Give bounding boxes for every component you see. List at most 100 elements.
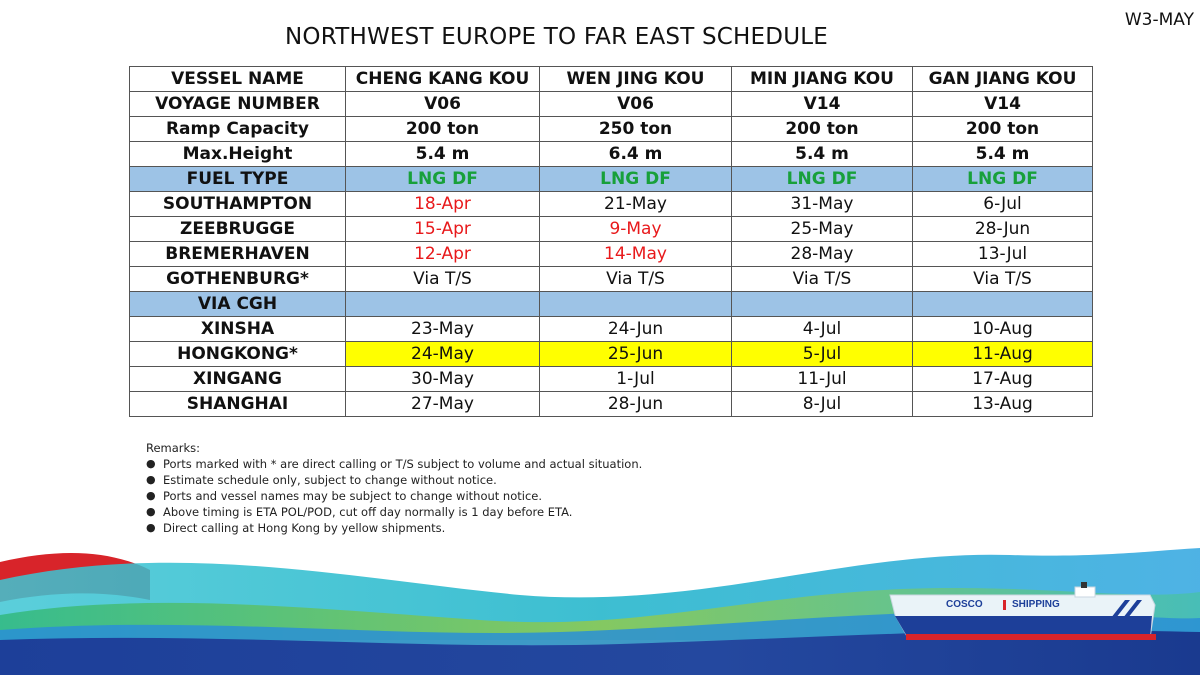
table-cell: 8-Jul (731, 391, 913, 417)
table-cell: LNG DF (731, 166, 913, 192)
remark-item: ● Above timing is ETA POL/POD, cut off da… (146, 504, 642, 520)
table-cell: 25-May (731, 216, 913, 242)
table-cell: 30-May (345, 366, 540, 392)
table-cell: 21-May (539, 191, 732, 217)
table-cell: 5.4 m (345, 141, 540, 167)
row-label-hongkong: HONGKONG* (129, 341, 346, 367)
table-cell (539, 291, 732, 317)
table-row: GOTHENBURG* Via T/S Via T/S Via T/S Via … (129, 266, 1093, 292)
bullet-icon: ● (146, 505, 156, 518)
table-cell: LNG DF (345, 166, 540, 192)
table-cell: 200 ton (731, 116, 913, 142)
table-cell: V14 (731, 91, 913, 117)
table-cell: V06 (345, 91, 540, 117)
table-cell (912, 291, 1093, 317)
table-cell: 5.4 m (912, 141, 1093, 167)
remarks-list: ● Ports marked with * are direct calling … (146, 456, 642, 536)
table-cell: Via T/S (912, 266, 1093, 292)
table-cell: 23-May (345, 316, 540, 342)
table-cell: 13-Jul (912, 241, 1093, 267)
table-cell: 13-Aug (912, 391, 1093, 417)
table-row: FUEL TYPE LNG DF LNG DF LNG DF LNG DF (129, 166, 1093, 192)
page-title: NORTHWEST EUROPE TO FAR EAST SCHEDULE (285, 24, 828, 50)
bullet-icon: ● (146, 521, 156, 534)
table-cell: 18-Apr (345, 191, 540, 217)
table-cell: GAN JIANG KOU (912, 66, 1093, 92)
ship-icon: COSCO SHIPPING (889, 582, 1156, 640)
row-label-xinsha: XINSHA (129, 316, 346, 342)
table-cell: 28-Jun (539, 391, 732, 417)
table-cell: 28-May (731, 241, 913, 267)
table-cell: 24-Jun (539, 316, 732, 342)
table-cell: 25-Jun (539, 341, 732, 367)
table-cell: 12-Apr (345, 241, 540, 267)
row-label-voyage-number: VOYAGE NUMBER (129, 91, 346, 117)
remark-item: ● Direct calling at Hong Kong by yellow s… (146, 520, 642, 536)
row-label-bremerhaven: BREMERHAVEN (129, 241, 346, 267)
row-label-southampton: SOUTHAMPTON (129, 191, 346, 217)
table-cell: Via T/S (539, 266, 732, 292)
table-cell: 27-May (345, 391, 540, 417)
week-tag: W3-MAY (1124, 10, 1194, 30)
remark-item: ● Ports and vessel names may be subject t… (146, 488, 642, 504)
bullet-icon: ● (146, 473, 156, 486)
table-cell: V06 (539, 91, 732, 117)
table-cell: 4-Jul (731, 316, 913, 342)
row-label-xingang: XINGANG (129, 366, 346, 392)
table-cell: 200 ton (912, 116, 1093, 142)
table-row: XINSHA 23-May 24-Jun 4-Jul 10-Aug (129, 316, 1093, 342)
table-row: SOUTHAMPTON 18-Apr 21-May 31-May 6-Jul (129, 191, 1093, 217)
remarks: Remarks: ● Ports marked with * are direct… (146, 440, 642, 536)
table-row: Ramp Capacity 200 ton 250 ton 200 ton 20… (129, 116, 1093, 142)
row-label-fuel-type: FUEL TYPE (129, 166, 346, 192)
wave-navy (0, 630, 1200, 675)
table-cell: 14-May (539, 241, 732, 267)
table-row: ZEEBRUGGE 15-Apr 9-May 25-May 28-Jun (129, 216, 1093, 242)
remark-text: Above timing is ETA POL/POD, cut off day… (163, 505, 573, 519)
table-row: VOYAGE NUMBER V06 V06 V14 V14 (129, 91, 1093, 117)
table-cell: 5.4 m (731, 141, 913, 167)
schedule-table: VESSEL NAME CHENG KANG KOU WEN JING KOU … (129, 66, 1093, 417)
table-row: BREMERHAVEN 12-Apr 14-May 28-May 13-Jul (129, 241, 1093, 267)
table-cell: Via T/S (345, 266, 540, 292)
remark-text: Ports marked with * are direct calling o… (163, 457, 643, 471)
remark-item: ● Estimate schedule only, subject to chan… (146, 472, 642, 488)
ship-logo-right: SHIPPING (1012, 599, 1060, 610)
table-cell: V14 (912, 91, 1093, 117)
row-label-max-height: Max.Height (129, 141, 346, 167)
table-cell: 9-May (539, 216, 732, 242)
table-cell: 5-Jul (731, 341, 913, 367)
table-cell: 24-May (345, 341, 540, 367)
table-cell: 17-Aug (912, 366, 1093, 392)
row-label-shanghai: SHANGHAI (129, 391, 346, 417)
remark-item: ● Ports marked with * are direct calling … (146, 456, 642, 472)
row-label-ramp-capacity: Ramp Capacity (129, 116, 346, 142)
table-cell: LNG DF (912, 166, 1093, 192)
table-cell: CHENG KANG KOU (345, 66, 540, 92)
table-cell: 15-Apr (345, 216, 540, 242)
table-cell: 200 ton (345, 116, 540, 142)
table-cell: 28-Jun (912, 216, 1093, 242)
row-label-gothenburg: GOTHENBURG* (129, 266, 346, 292)
table-row: VESSEL NAME CHENG KANG KOU WEN JING KOU … (129, 66, 1093, 92)
table-cell: 6.4 m (539, 141, 732, 167)
table-row: Max.Height 5.4 m 6.4 m 5.4 m 5.4 m (129, 141, 1093, 167)
bullet-icon: ● (146, 489, 156, 502)
remarks-heading: Remarks: (146, 441, 201, 455)
remark-text: Ports and vessel names may be subject to… (163, 489, 543, 503)
table-cell (345, 291, 540, 317)
table-cell: 1-Jul (539, 366, 732, 392)
table-cell: LNG DF (539, 166, 732, 192)
ship-logo-left: COSCO (946, 599, 983, 610)
table-cell: MIN JIANG KOU (731, 66, 913, 92)
remark-text: Direct calling at Hong Kong by yellow sh… (163, 521, 446, 535)
remark-text: Estimate schedule only, subject to chang… (163, 473, 497, 487)
table-row: XINGANG 30-May 1-Jul 11-Jul 17-Aug (129, 366, 1093, 392)
bullet-icon: ● (146, 457, 156, 470)
table-cell (731, 291, 913, 317)
table-row: SHANGHAI 27-May 28-Jun 8-Jul 13-Aug (129, 391, 1093, 417)
table-row: HONGKONG* 24-May 25-Jun 5-Jul 11-Aug (129, 341, 1093, 367)
row-label-zeebrugge: ZEEBRUGGE (129, 216, 346, 242)
table-cell: 31-May (731, 191, 913, 217)
table-cell: 6-Jul (912, 191, 1093, 217)
